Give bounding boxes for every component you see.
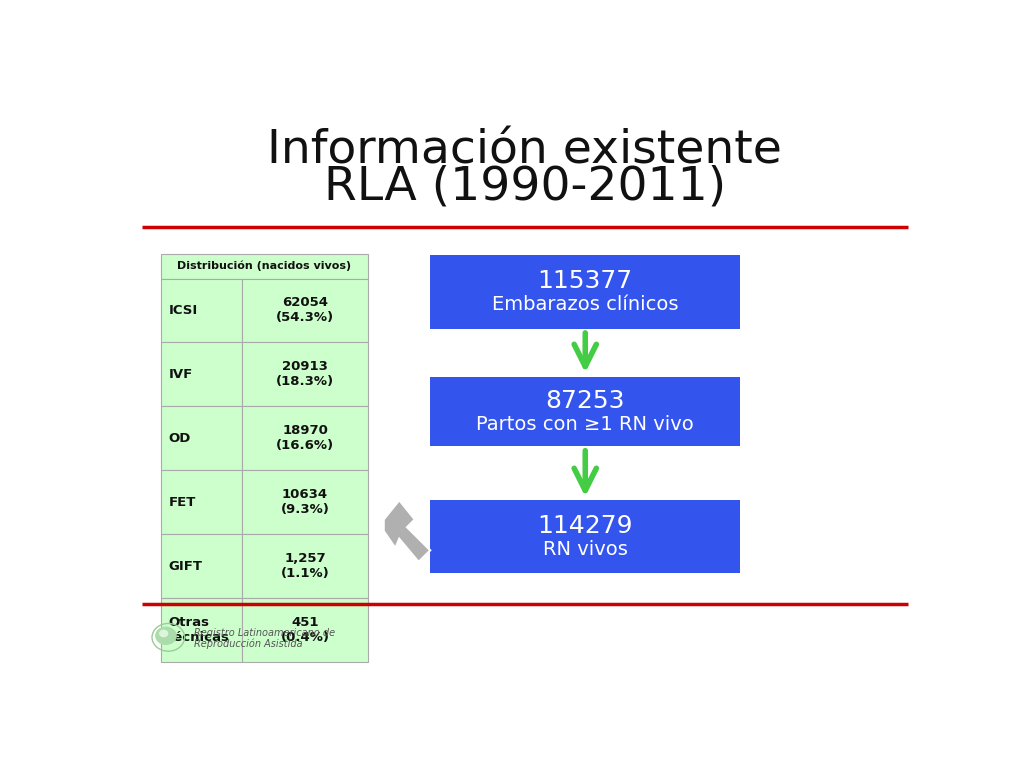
Text: 87253: 87253 <box>546 389 625 413</box>
Text: FET: FET <box>168 495 196 508</box>
FancyBboxPatch shape <box>161 470 242 534</box>
FancyBboxPatch shape <box>242 279 369 343</box>
Text: IVF: IVF <box>168 368 193 381</box>
Text: 20913
(18.3%): 20913 (18.3%) <box>276 360 334 389</box>
Text: 62054
(54.3%): 62054 (54.3%) <box>276 296 334 324</box>
FancyBboxPatch shape <box>161 406 242 470</box>
Text: RLA (1990-2011): RLA (1990-2011) <box>324 164 726 210</box>
Text: Otras
técnicas: Otras técnicas <box>168 616 230 644</box>
FancyBboxPatch shape <box>242 406 369 470</box>
FancyBboxPatch shape <box>161 254 369 279</box>
FancyBboxPatch shape <box>430 500 740 574</box>
FancyBboxPatch shape <box>242 470 369 534</box>
FancyBboxPatch shape <box>161 598 242 662</box>
Ellipse shape <box>155 627 177 645</box>
FancyBboxPatch shape <box>430 377 740 446</box>
FancyBboxPatch shape <box>242 534 369 598</box>
Text: Información existente: Información existente <box>267 128 782 173</box>
FancyBboxPatch shape <box>161 279 242 343</box>
Text: 1,257
(1.1%): 1,257 (1.1%) <box>281 552 330 580</box>
FancyBboxPatch shape <box>430 256 740 329</box>
Text: 451
(0.4%): 451 (0.4%) <box>281 616 330 644</box>
Text: 114279: 114279 <box>538 514 633 538</box>
Text: OD: OD <box>168 432 190 445</box>
FancyBboxPatch shape <box>242 343 369 406</box>
Text: 18970
(16.6%): 18970 (16.6%) <box>276 424 334 452</box>
FancyBboxPatch shape <box>161 534 242 598</box>
Text: Registro Latinoamericano de: Registro Latinoamericano de <box>194 628 335 638</box>
FancyBboxPatch shape <box>242 598 369 662</box>
Text: Embarazos clínicos: Embarazos clínicos <box>492 295 679 314</box>
Text: Distribución (nacidos vivos): Distribución (nacidos vivos) <box>177 261 351 271</box>
Text: 10634
(9.3%): 10634 (9.3%) <box>281 488 330 516</box>
Ellipse shape <box>159 630 168 637</box>
Text: 115377: 115377 <box>538 270 633 293</box>
Text: GIFT: GIFT <box>168 560 203 573</box>
FancyBboxPatch shape <box>161 343 242 406</box>
Text: Reproducción Asistida: Reproducción Asistida <box>194 638 302 649</box>
Text: ICSI: ICSI <box>168 304 198 317</box>
Text: RN vivos: RN vivos <box>543 540 628 558</box>
Polygon shape <box>384 500 430 562</box>
Text: Partos con ≥1 RN vivo: Partos con ≥1 RN vivo <box>476 415 694 433</box>
